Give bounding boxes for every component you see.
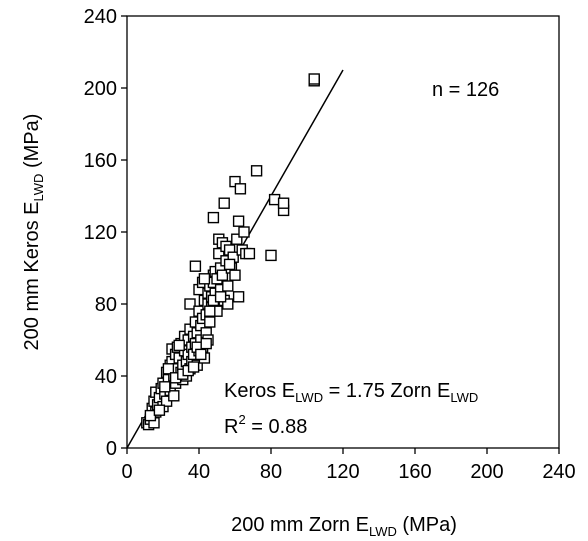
y-tick-label: 240 (84, 6, 117, 28)
data-point (168, 390, 180, 402)
data-point (265, 249, 277, 262)
data-point (162, 363, 175, 375)
x-tick-label: 240 (542, 461, 575, 483)
x-tick-label: 40 (188, 461, 210, 483)
data-point (216, 269, 229, 281)
data-point (214, 291, 227, 303)
y-tick-label: 0 (106, 438, 117, 460)
data-point (204, 305, 216, 317)
data-point (222, 298, 234, 310)
data-point (234, 183, 247, 195)
data-point (195, 348, 207, 361)
x-tick-label: 200 (470, 461, 503, 483)
data-point (223, 258, 236, 271)
y-tick-label: 200 (84, 78, 117, 100)
data-point (153, 404, 166, 416)
x-axis-ticks: 0 40 80 120 160 200 240 (121, 448, 576, 483)
y-axis-ticks: 0 40 80 120 160 200 240 (84, 6, 127, 460)
data-point (250, 165, 263, 177)
sample-count-label: n = 126 (432, 79, 499, 101)
data-point (222, 280, 234, 292)
data-point (232, 215, 245, 227)
data-points (141, 73, 320, 431)
data-point (200, 337, 212, 350)
data-point (187, 361, 200, 373)
data-point (277, 197, 290, 209)
data-point (231, 233, 243, 245)
y-tick-label: 160 (84, 150, 117, 172)
y-tick-label: 40 (95, 366, 117, 388)
data-point (229, 269, 241, 281)
data-point (232, 291, 245, 303)
data-point (243, 247, 256, 260)
data-point (238, 226, 250, 238)
data-point (218, 197, 230, 209)
data-point (198, 273, 211, 285)
x-tick-label: 80 (260, 461, 282, 483)
y-tick-label: 120 (84, 222, 117, 244)
y-axis-title: 200 mm Keros ELWD (MPa) (21, 114, 46, 351)
x-tick-label: 0 (121, 461, 132, 483)
x-axis-title: 200 mm Zorn ELWD (MPa) (231, 514, 457, 539)
data-point (308, 73, 320, 85)
regression-equation-label: Keros ELWD = 1.75 Zorn ELWD (224, 380, 478, 405)
x-tick-label: 120 (326, 461, 359, 483)
data-point (173, 339, 185, 352)
data-point (184, 298, 196, 310)
data-point (207, 211, 220, 224)
data-point (204, 316, 216, 328)
x-tick-label: 160 (398, 461, 431, 483)
data-point (189, 260, 202, 272)
data-point (159, 381, 171, 393)
data-point (213, 247, 225, 260)
y-tick-label: 80 (95, 294, 117, 316)
r-squared-label: R2 = 0.88 (224, 412, 307, 438)
